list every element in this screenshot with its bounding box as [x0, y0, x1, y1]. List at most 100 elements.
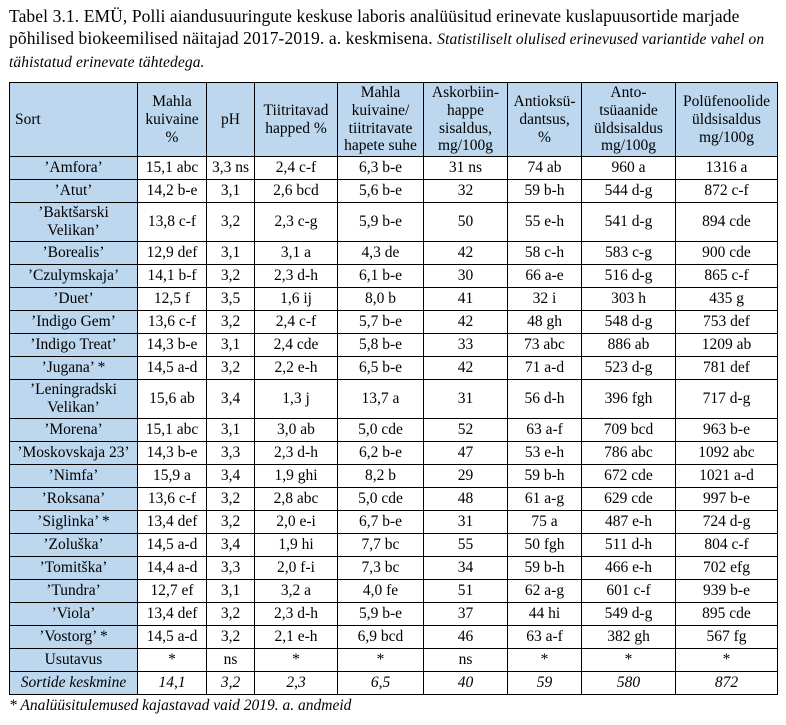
value-cell: 1021 a-d	[675, 463, 778, 488]
value-cell: 6,5 b-e	[337, 355, 424, 380]
value-cell: 6,2 b-e	[337, 440, 424, 465]
value-cell: 5,7 b-e	[337, 309, 424, 334]
column-header: Sort	[9, 82, 138, 158]
table-row: ’Vostorg’ * 14,5 a-d 3,2 2,1 e-h 6,9 bcd 46 63…	[9, 624, 778, 649]
biochemical-data-table: Sort Mahla kuivaine % pH Tiitritavad happed…	[9, 82, 778, 695]
value-cell: 2,3 d-h	[254, 440, 338, 465]
value-cell: 3,2	[206, 486, 255, 511]
table-row: ’Tundra’ 12,7 ef 3,1 3,2 a 4,0 fe 51 62 a-g 601…	[9, 578, 778, 603]
value-cell: 3,2	[206, 601, 255, 626]
table-row: ’Nimfa’ 15,9 a 3,4 1,9 ghi 8,2 b 29 59 b-h 672 …	[9, 463, 778, 488]
row-label-cell: ’Atut’	[9, 179, 138, 204]
value-cell: 33	[423, 332, 508, 357]
value-cell: 303 h	[581, 286, 676, 311]
value-cell: 872	[675, 670, 778, 695]
value-cell: 6,1 b-e	[337, 263, 424, 288]
column-header: Polüfenoolide üldsisaldus mg/100g	[675, 82, 778, 158]
value-cell: 3,1 a	[254, 240, 338, 265]
value-cell: 13,4 def	[137, 509, 207, 534]
value-cell: 59 b-h	[507, 555, 582, 580]
value-cell: 42	[423, 240, 508, 265]
value-cell: 14,3 b-e	[137, 332, 207, 357]
row-label-cell: ’Czulymskaja’	[9, 263, 138, 288]
value-cell: 32	[423, 179, 508, 204]
value-cell: 804 c-f	[675, 532, 778, 557]
value-cell: 56 d-h	[507, 378, 582, 419]
value-cell: 13,6 c-f	[137, 486, 207, 511]
value-cell: 3,3	[206, 555, 255, 580]
value-cell: 3,3	[206, 440, 255, 465]
value-cell: 7,7 bc	[337, 532, 424, 557]
column-header: Mahla kuivaine %	[137, 82, 207, 158]
value-cell: 63 a-f	[507, 624, 582, 649]
value-cell: 3,5	[206, 286, 255, 311]
value-cell: 2,4 c-f	[254, 156, 338, 181]
value-cell: 2,3 d-h	[254, 601, 338, 626]
value-cell: 3,2	[206, 355, 255, 380]
value-cell: 13,6 c-f	[137, 309, 207, 334]
value-cell: 62 a-g	[507, 578, 582, 603]
row-label-cell: ’Tomitška’	[9, 555, 138, 580]
value-cell: 13,8 c-f	[137, 202, 207, 242]
value-cell: 3,1	[206, 179, 255, 204]
value-cell: 34	[423, 555, 508, 580]
value-cell: 753 def	[675, 309, 778, 334]
value-cell: 55 e-h	[507, 202, 582, 242]
value-cell: 3,4	[206, 463, 255, 488]
value-cell: 396 fgh	[581, 378, 676, 419]
row-label-cell: ’Zoluška’	[9, 532, 138, 557]
table-row: ’Czulymskaja’ 14,1 b-f 3,2 2,3 d-h 6,1 b-e 30…	[9, 263, 778, 288]
value-cell: 40	[423, 670, 508, 695]
value-cell: 31	[423, 378, 508, 419]
value-cell: ns	[206, 647, 255, 672]
table-caption: Tabel 3.1. EMÜ, Polli aiandusuuringute k…	[9, 5, 777, 73]
value-cell: 48 gh	[507, 309, 582, 334]
value-cell: 14,4 a-d	[137, 555, 207, 580]
value-cell: 3,2	[206, 509, 255, 534]
table-row: ’Duet’ 12,5 f 3,5 1,6 ij 8,0 b 41 32 i 303 h 435…	[9, 286, 778, 311]
value-cell: 50	[423, 202, 508, 242]
value-cell: 59 b-h	[507, 179, 582, 204]
value-cell: 3,2	[206, 309, 255, 334]
row-label-cell: ’Morena’	[9, 417, 138, 442]
table-row: ’Leningradski Velikan’ 15,6 ab 3,4 1,3 j 13,…	[9, 378, 778, 419]
table-row: ’Indigo Gem’ 13,6 c-f 3,2 2,4 c-f 5,7 b-e 42 4…	[9, 309, 778, 334]
row-label-cell: ’Tundra’	[9, 578, 138, 603]
value-cell: 42	[423, 355, 508, 380]
value-cell: 75 a	[507, 509, 582, 534]
value-cell: 466 e-h	[581, 555, 676, 580]
row-label-cell: ’Duet’	[9, 286, 138, 311]
value-cell: 1,9 hi	[254, 532, 338, 557]
value-cell: 886 ab	[581, 332, 676, 357]
value-cell: 5,8 b-e	[337, 332, 424, 357]
value-cell: 2,8 abc	[254, 486, 338, 511]
table-row: ’Amfora’ 15,1 abc 3,3 ns 2,4 c-f 6,3 b-e 31 n…	[9, 156, 778, 181]
value-cell: 2,0 f-i	[254, 555, 338, 580]
value-cell: 1092 abc	[675, 440, 778, 465]
row-label-cell: ’Siglinka’ *	[9, 509, 138, 534]
value-cell: 51	[423, 578, 508, 603]
value-cell: 3,1	[206, 578, 255, 603]
value-cell: 541 d-g	[581, 202, 676, 242]
row-label-cell: ’Viola’	[9, 601, 138, 626]
table-row: ’Borealis’ 12,9 def 3,1 3,1 a 4,3 de 42 58 c-h…	[9, 240, 778, 265]
table-row: ’Tomitška’ 14,4 a-d 3,3 2,0 f-i 7,3 bc 34 59 b…	[9, 555, 778, 580]
value-cell: 523 d-g	[581, 355, 676, 380]
value-cell: 14,2 b-e	[137, 179, 207, 204]
value-cell: 15,1 abc	[137, 156, 207, 181]
value-cell: 583 c-g	[581, 240, 676, 265]
value-cell: 13,7 a	[337, 378, 424, 419]
table-row: ’Roksana’ 13,6 c-f 3,2 2,8 abc 5,0 cde 48 61 a…	[9, 486, 778, 511]
value-cell: 74 ab	[507, 156, 582, 181]
table-row: ’Moskovskaja 23’ 14,3 b-e 3,3 2,3 d-h 6,2 b-…	[9, 440, 778, 465]
caption-italic-note: Statistiliselt olulised erinevused varia…	[9, 31, 765, 72]
value-cell: 939 b-e	[675, 578, 778, 603]
value-cell: 3,2	[206, 202, 255, 242]
value-cell: 3,2	[206, 263, 255, 288]
value-cell: 42	[423, 309, 508, 334]
row-label-cell: ’Indigo Gem’	[9, 309, 138, 334]
column-header: Askorbiin-happe sisaldus, mg/100g	[423, 82, 508, 158]
row-label-cell: ’Amfora’	[9, 156, 138, 181]
value-cell: 14,3 b-e	[137, 440, 207, 465]
